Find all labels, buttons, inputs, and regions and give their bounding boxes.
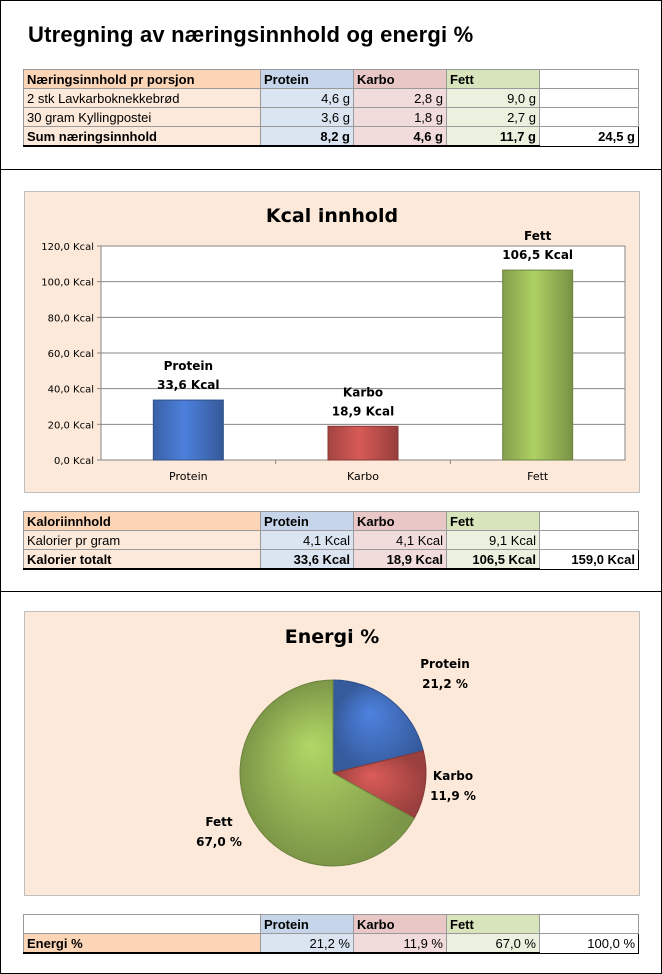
- y-tick-label: 120,0 Kcal: [41, 242, 94, 253]
- cell-fett[interactable]: 9,1 Kcal: [446, 530, 540, 550]
- header-protein[interactable]: Protein: [260, 914, 354, 934]
- x-tick-label: Karbo: [347, 470, 379, 483]
- pie-chart-title: Energi %: [285, 626, 380, 648]
- cell-karbo[interactable]: 2,8 g: [353, 88, 447, 108]
- bar-data-label-value: 33,6 Kcal: [157, 378, 219, 392]
- bar-data-label-value: 106,5 Kcal: [502, 248, 573, 262]
- header-karbo[interactable]: Karbo: [353, 914, 447, 934]
- header-karbo[interactable]: Karbo: [353, 69, 447, 89]
- sum-karbo[interactable]: 18,9 Kcal: [353, 549, 447, 570]
- sum-fett[interactable]: 106,5 Kcal: [446, 549, 540, 570]
- header-fett[interactable]: Fett: [446, 69, 540, 89]
- energy-table: Protein Karbo Fett Energi % 21,2 % 11,9 …: [23, 914, 639, 954]
- bar-chart-canvas: Kcal innhold 0,0 Kcal 20,0 Kcal 40,0 Kcal 6…: [41, 205, 626, 483]
- sum-protein[interactable]: 8,2 g: [260, 126, 354, 147]
- pie-data-label-name: Protein: [420, 657, 470, 671]
- cell-karbo[interactable]: 11,9 %: [353, 933, 447, 954]
- pie-slice-fett[interactable]: [239, 679, 415, 867]
- pie-data-label-name: Karbo: [433, 769, 473, 783]
- y-tick-label: 40,0 Kcal: [48, 385, 94, 396]
- x-tick-label: Fett: [527, 470, 549, 483]
- header-fett[interactable]: Fett: [446, 511, 540, 531]
- sum-karbo[interactable]: 4,6 g: [353, 126, 447, 147]
- sum-label[interactable]: Kalorier totalt: [23, 549, 261, 570]
- cell-protein[interactable]: 3,6 g: [260, 107, 354, 127]
- sum-protein[interactable]: 33,6 Kcal: [260, 549, 354, 570]
- nutrition-table: Næringsinnhold pr porsjon Protein Karbo …: [23, 69, 639, 147]
- bar-data-label-name: Protein: [164, 359, 214, 373]
- cell-karbo[interactable]: 1,8 g: [353, 107, 447, 127]
- bar-protein[interactable]: [152, 399, 224, 461]
- header-fett[interactable]: Fett: [446, 914, 540, 934]
- bar-data-label-value: 18,9 Kcal: [332, 404, 394, 418]
- page-title: Utregning av næringsinnhold og energi %: [28, 22, 474, 47]
- section-divider: [0, 169, 662, 170]
- sum-label[interactable]: Sum næringsinnhold: [23, 126, 261, 147]
- cell-fett[interactable]: 67,0 %: [446, 933, 540, 954]
- y-tick-label: 60,0 Kcal: [48, 349, 94, 360]
- bar-karbo[interactable]: [327, 425, 399, 461]
- pie-data-label-value: 11,9 %: [430, 789, 476, 803]
- sum-total[interactable]: 24,5 g: [539, 126, 639, 147]
- bar-chart-title: Kcal innhold: [266, 205, 398, 227]
- bar-fett[interactable]: [502, 269, 574, 461]
- pie-data-label-value: 21,2 %: [422, 677, 468, 691]
- cell-fett[interactable]: 9,0 g: [446, 88, 540, 108]
- cell-fett[interactable]: 2,7 g: [446, 107, 540, 127]
- y-tick-label: 80,0 Kcal: [48, 313, 94, 324]
- cell-protein[interactable]: 21,2 %: [260, 933, 354, 954]
- energy-pie-chart[interactable]: Energi % Protein 21,2 % Karbo 11,9 % Fett 67,…: [24, 611, 640, 896]
- row-label[interactable]: Kalorier pr gram: [23, 530, 261, 550]
- cell-karbo[interactable]: 4,1 Kcal: [353, 530, 447, 550]
- bar-data-label-name: Karbo: [343, 385, 383, 399]
- pie-slice-protein[interactable]: [332, 679, 424, 774]
- kcal-bar-chart[interactable]: Kcal innhold 0,0 Kcal 20,0 Kcal 40,0 Kcal 6…: [24, 191, 640, 493]
- cell-protein[interactable]: 4,6 g: [260, 88, 354, 108]
- header-protein[interactable]: Protein: [260, 511, 354, 531]
- y-tick-label: 100,0 Kcal: [41, 278, 94, 289]
- cell-protein[interactable]: 4,1 Kcal: [260, 530, 354, 550]
- sum-total[interactable]: 159,0 Kcal: [539, 549, 639, 570]
- row-label[interactable]: Energi %: [23, 933, 261, 954]
- pie-data-label-value: 67,0 %: [196, 835, 242, 849]
- header-protein[interactable]: Protein: [260, 69, 354, 89]
- energy-total[interactable]: 100,0 %: [539, 933, 639, 954]
- section-divider: [0, 591, 662, 592]
- row-label[interactable]: 2 stk Lavkarboknekkebrød: [23, 88, 261, 108]
- x-tick-label: Protein: [169, 470, 208, 483]
- pie-data-label-name: Fett: [205, 815, 233, 829]
- header-karbo[interactable]: Karbo: [353, 511, 447, 531]
- header-cell[interactable]: Kaloriinnhold: [23, 511, 261, 531]
- row-label[interactable]: 30 gram Kyllingpostei: [23, 107, 261, 127]
- y-tick-label: 20,0 Kcal: [48, 420, 94, 431]
- bar-data-label-name: Fett: [524, 229, 552, 243]
- sum-fett[interactable]: 11,7 g: [446, 126, 540, 147]
- pie-slice-karbo[interactable]: [331, 750, 427, 819]
- y-tick-label: 0,0 Kcal: [54, 456, 94, 467]
- pie-chart-canvas: Energi % Protein 21,2 % Karbo 11,9 % Fett 67,…: [196, 626, 476, 867]
- header-cell[interactable]: Næringsinnhold pr porsjon: [23, 69, 261, 89]
- calorie-table: Kaloriinnhold Protein Karbo Fett Kalorie…: [23, 511, 639, 570]
